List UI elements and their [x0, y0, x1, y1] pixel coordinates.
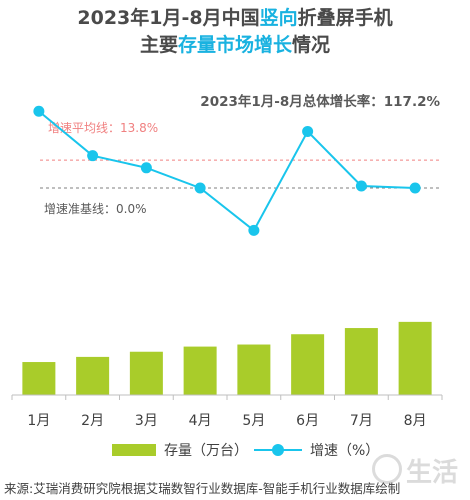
growth-point-7 — [355, 180, 367, 192]
bar-4 — [183, 346, 217, 395]
title-line1-suffix: 折叠屏手机 — [297, 7, 393, 29]
title-line1-prefix: 2023年1月-8月中国 — [77, 7, 260, 29]
x-label-5: 5月 — [242, 413, 265, 429]
chart-title-line1: 2023年1月-8月中国竖向折叠屏手机 — [0, 6, 470, 30]
x-label-3: 3月 — [135, 413, 158, 429]
bar-1 — [22, 362, 56, 395]
growth-point-1 — [33, 105, 45, 117]
x-label-8: 8月 — [404, 413, 427, 429]
title-line1-highlight: 竖向 — [259, 7, 298, 29]
legend-bar-label: 存量（万台） — [164, 443, 248, 459]
x-axis-labels: 1月 2月 3月 4月 5月 6月 7月 8月 — [27, 413, 426, 429]
x-axis-ticks — [11, 395, 443, 400]
baseline-growth-label: 增速准基线：0.0% — [44, 202, 147, 216]
logo-circle-icon — [372, 454, 402, 484]
reference-lines — [40, 159, 442, 189]
watermark-text: 生活 — [406, 458, 459, 488]
total-growth-annotation: 2023年1月-8月总体增长率：117.2% — [200, 93, 440, 110]
growth-point-4 — [194, 182, 206, 194]
bar-7 — [344, 328, 378, 395]
legend-bar-swatch — [112, 444, 156, 456]
growth-line-path — [38, 110, 416, 232]
legend-line-label: 增速（%） — [310, 443, 380, 459]
watermark-logo: 生活 — [370, 450, 470, 496]
legend-line-swatch — [254, 444, 302, 456]
avg-growth-label: 增速平均线：13.8% — [48, 121, 158, 135]
growth-point-6 — [302, 125, 314, 137]
x-label-4: 4月 — [189, 413, 212, 429]
x-label-6: 6月 — [296, 413, 319, 429]
title-line2-highlight: 存量市场增长 — [177, 34, 292, 56]
bar-6 — [291, 334, 325, 395]
x-label-1: 1月 — [27, 413, 50, 429]
legend-item-bar: 存量（万台） — [112, 438, 248, 462]
title-line2-suffix: 情况 — [292, 34, 331, 56]
growth-point-8 — [409, 182, 421, 194]
bar-8 — [398, 321, 432, 395]
growth-point-3 — [140, 162, 152, 174]
growth-point-2 — [87, 150, 99, 162]
chart-title-line2: 主要存量市场增长情况 — [0, 33, 470, 57]
bar-3 — [129, 351, 163, 395]
x-label-7: 7月 — [350, 413, 373, 429]
source-note: 来源:艾瑞消费研究院根据艾瑞数智行业数据库-智能手机行业数据库绘制 — [4, 481, 401, 496]
growth-line-series — [33, 105, 421, 236]
bar-2 — [76, 356, 110, 395]
bar-series — [22, 321, 432, 395]
x-label-2: 2月 — [81, 413, 104, 429]
legend-item-line: 增速（%） — [254, 438, 379, 462]
bar-5 — [237, 344, 271, 395]
legend: 存量（万台） 增速（%） — [0, 438, 470, 462]
title-line2-prefix: 主要 — [139, 34, 178, 56]
growth-point-5 — [248, 224, 260, 236]
